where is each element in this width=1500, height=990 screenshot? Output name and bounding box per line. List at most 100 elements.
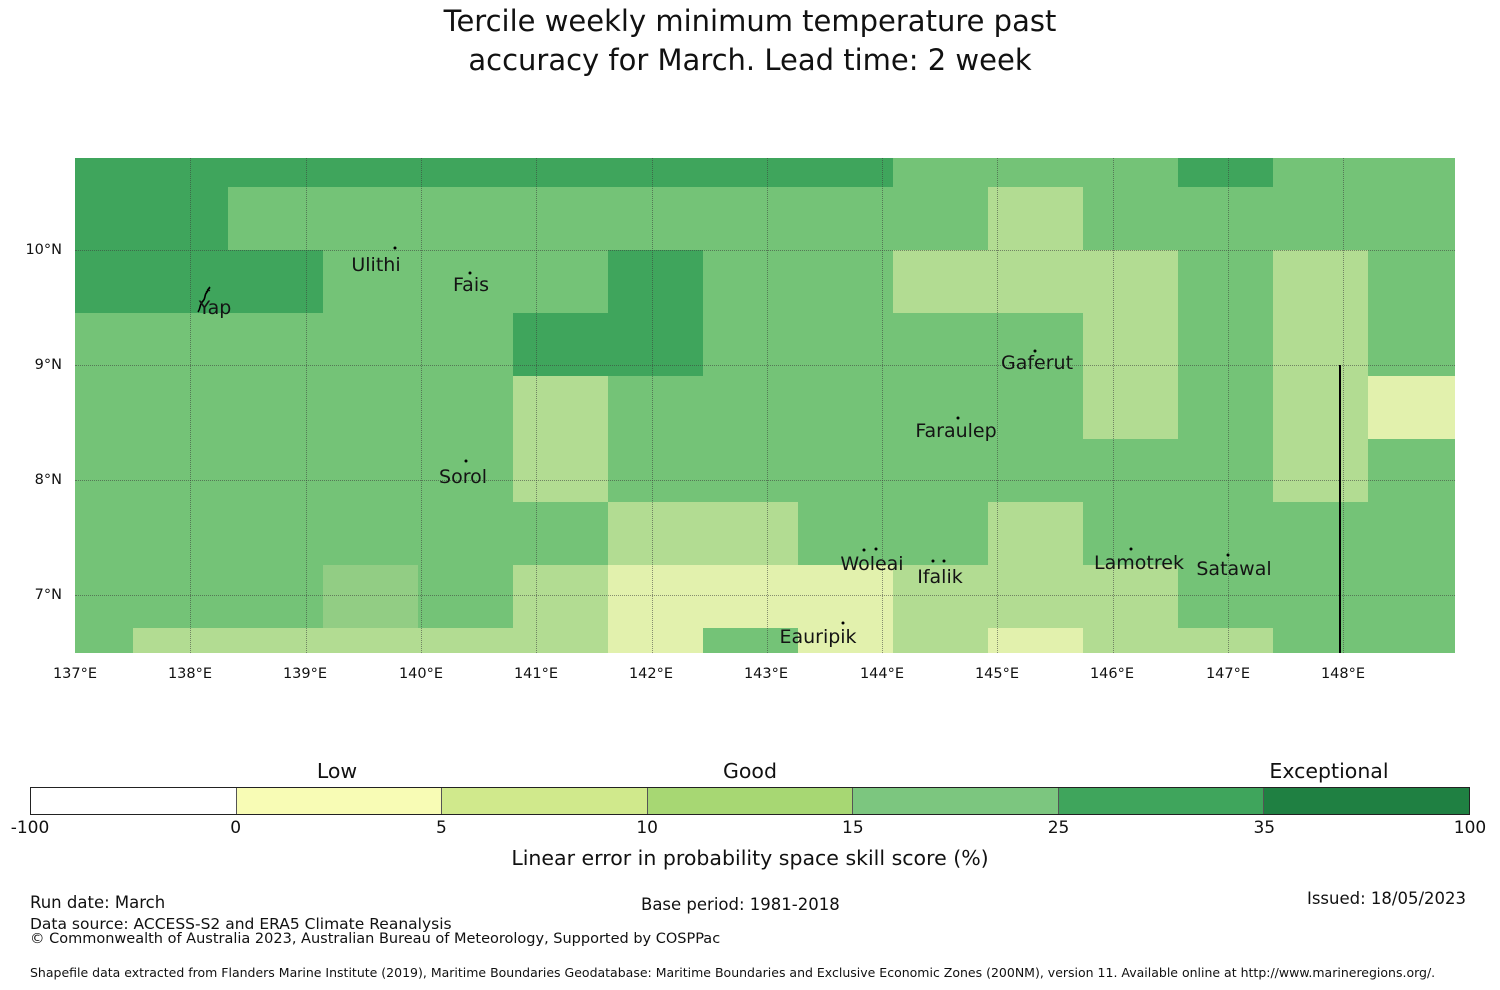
y-axis-tick-label: 7°N bbox=[34, 587, 62, 603]
map-cell bbox=[228, 376, 323, 439]
map-cell bbox=[893, 250, 988, 313]
map-cell bbox=[228, 628, 323, 653]
map-cell bbox=[228, 502, 323, 565]
map-cell bbox=[75, 187, 133, 250]
colorbar-tick-label: 15 bbox=[842, 818, 864, 838]
x-axis-tick-label: 143°E bbox=[743, 666, 789, 682]
map-cell bbox=[133, 250, 228, 313]
map-cell bbox=[133, 502, 228, 565]
map-cell bbox=[1178, 187, 1273, 250]
map-cell bbox=[608, 628, 703, 653]
map-cell bbox=[1273, 439, 1368, 502]
map-cell bbox=[75, 376, 133, 439]
colorbar bbox=[30, 787, 1470, 815]
x-axis-tick-label: 146°E bbox=[1089, 666, 1135, 682]
map-cell bbox=[513, 250, 608, 313]
map-cell bbox=[75, 565, 133, 628]
map-cell bbox=[75, 628, 133, 653]
map-cell bbox=[988, 376, 1083, 439]
map-cell bbox=[75, 250, 133, 313]
map-cell bbox=[1273, 502, 1368, 565]
map-cell bbox=[608, 158, 703, 187]
island-marker-dot bbox=[942, 559, 946, 563]
map-cell bbox=[418, 628, 513, 653]
island-marker-dot bbox=[1033, 349, 1037, 353]
map-cell bbox=[703, 250, 798, 313]
base-period-text: Base period: 1981-2018 bbox=[641, 895, 840, 914]
map-cell bbox=[228, 187, 323, 250]
map-cell bbox=[988, 250, 1083, 313]
map-cell bbox=[1368, 376, 1455, 439]
map-cell bbox=[513, 628, 608, 653]
map-cell bbox=[1273, 313, 1368, 376]
map-gridline-vertical bbox=[1343, 158, 1345, 653]
map-cell bbox=[1273, 628, 1368, 653]
map-cell bbox=[133, 565, 228, 628]
map-gridline-vertical bbox=[190, 158, 192, 653]
map-cell bbox=[323, 313, 418, 376]
island-marker-dot bbox=[1226, 553, 1230, 557]
map-cell bbox=[608, 313, 703, 376]
x-axis-tick-label: 141°E bbox=[513, 666, 559, 682]
map-cell bbox=[228, 565, 323, 628]
map-cell bbox=[418, 187, 513, 250]
colorbar-tick-label: -100 bbox=[10, 818, 50, 838]
map-cell bbox=[798, 502, 893, 565]
map-cell bbox=[798, 313, 893, 376]
map-cell bbox=[323, 376, 418, 439]
x-axis-tick-label: 137°E bbox=[52, 666, 98, 682]
island-label-satawal: Satawal bbox=[1196, 558, 1272, 580]
map-cell bbox=[513, 313, 608, 376]
map-gridline-vertical bbox=[536, 158, 538, 653]
y-axis-tick-label: 9°N bbox=[34, 357, 62, 373]
map-cell bbox=[798, 158, 893, 187]
colorbar-segment bbox=[646, 788, 853, 814]
island-label-faraulep: Faraulep bbox=[915, 420, 997, 442]
map-cell bbox=[608, 439, 703, 502]
island-marker-dot bbox=[956, 416, 960, 420]
map-cell bbox=[988, 628, 1083, 653]
island-marker-dot bbox=[468, 271, 472, 275]
map-cell bbox=[323, 158, 418, 187]
map-cell bbox=[1083, 439, 1178, 502]
island-marker-dot bbox=[464, 459, 468, 463]
x-axis-tick-label: 139°E bbox=[282, 666, 328, 682]
map-cell bbox=[893, 502, 988, 565]
map-cell bbox=[133, 439, 228, 502]
colorbar-segment bbox=[441, 788, 647, 814]
x-axis-tick-label: 144°E bbox=[859, 666, 905, 682]
map-cell bbox=[75, 439, 133, 502]
map-cell bbox=[513, 158, 608, 187]
map-cell bbox=[1083, 250, 1178, 313]
map-cell bbox=[988, 502, 1083, 565]
map-cell bbox=[323, 565, 418, 628]
colorbar-tick-label: 35 bbox=[1253, 818, 1276, 838]
map-cell bbox=[703, 565, 798, 628]
map-cell bbox=[323, 439, 418, 502]
island-marker-dot bbox=[1129, 547, 1133, 551]
map-gridline-horizontal bbox=[75, 365, 1455, 366]
map-cell bbox=[1083, 565, 1178, 628]
colorbar-segment bbox=[1057, 788, 1264, 814]
map-cell bbox=[1368, 628, 1455, 653]
map-gridline-vertical bbox=[651, 158, 653, 653]
map-gridline-horizontal bbox=[75, 480, 1455, 481]
map-cell bbox=[418, 565, 513, 628]
map-cell bbox=[703, 502, 798, 565]
map-cell bbox=[798, 628, 893, 653]
colorbar-axis-label: Linear error in probability space skill … bbox=[511, 846, 989, 870]
colorbar-tick-label: 25 bbox=[1047, 818, 1070, 838]
map-cell bbox=[513, 187, 608, 250]
map-cell bbox=[703, 439, 798, 502]
map-cell bbox=[1178, 158, 1273, 187]
map-cell bbox=[703, 628, 798, 653]
map-cell bbox=[1273, 158, 1368, 187]
x-axis-tick-label: 147°E bbox=[1205, 666, 1251, 682]
map-cell bbox=[418, 313, 513, 376]
map-cell bbox=[703, 376, 798, 439]
island-marker-dot bbox=[931, 559, 935, 563]
x-axis-tick-label: 148°E bbox=[1320, 666, 1366, 682]
map-cell bbox=[893, 158, 988, 187]
map-cell bbox=[608, 376, 703, 439]
island-label-woleai: Woleai bbox=[840, 553, 904, 575]
